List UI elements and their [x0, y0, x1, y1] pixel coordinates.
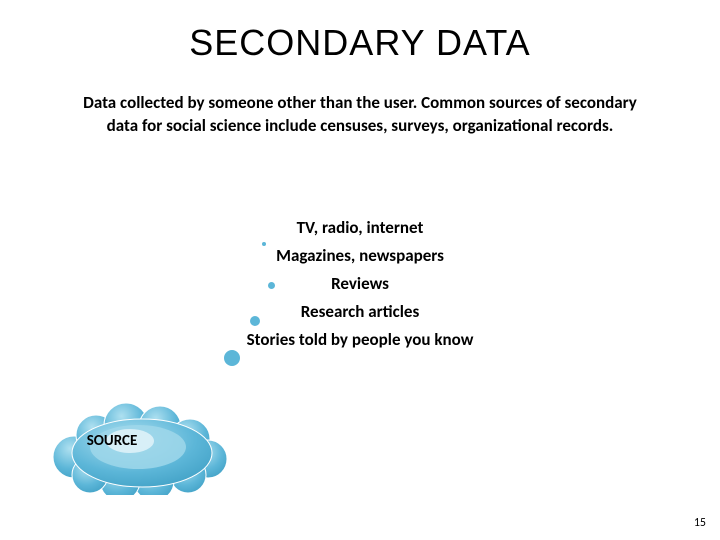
- list-item: TV, radio, internet: [0, 214, 720, 242]
- slide-subtitle: Data collected by someone other than the…: [80, 92, 640, 138]
- slide: SECONDARY DATA Data collected by someone…: [0, 0, 720, 540]
- trail-dot-icon: [268, 282, 275, 289]
- examples-list: TV, radio, internet Magazines, newspaper…: [0, 214, 720, 354]
- trail-dot-icon: [224, 350, 240, 366]
- list-item: Reviews: [0, 270, 720, 298]
- list-item: Magazines, newspapers: [0, 242, 720, 270]
- trail-dot-icon: [250, 316, 260, 326]
- slide-title: SECONDARY DATA: [0, 22, 720, 64]
- trail-dot-icon: [262, 242, 266, 246]
- page-number: 15: [694, 516, 706, 530]
- cloud-label: SOURCE: [52, 432, 172, 450]
- list-item: Research articles: [0, 298, 720, 326]
- list-item: Stories told by people you know: [0, 326, 720, 354]
